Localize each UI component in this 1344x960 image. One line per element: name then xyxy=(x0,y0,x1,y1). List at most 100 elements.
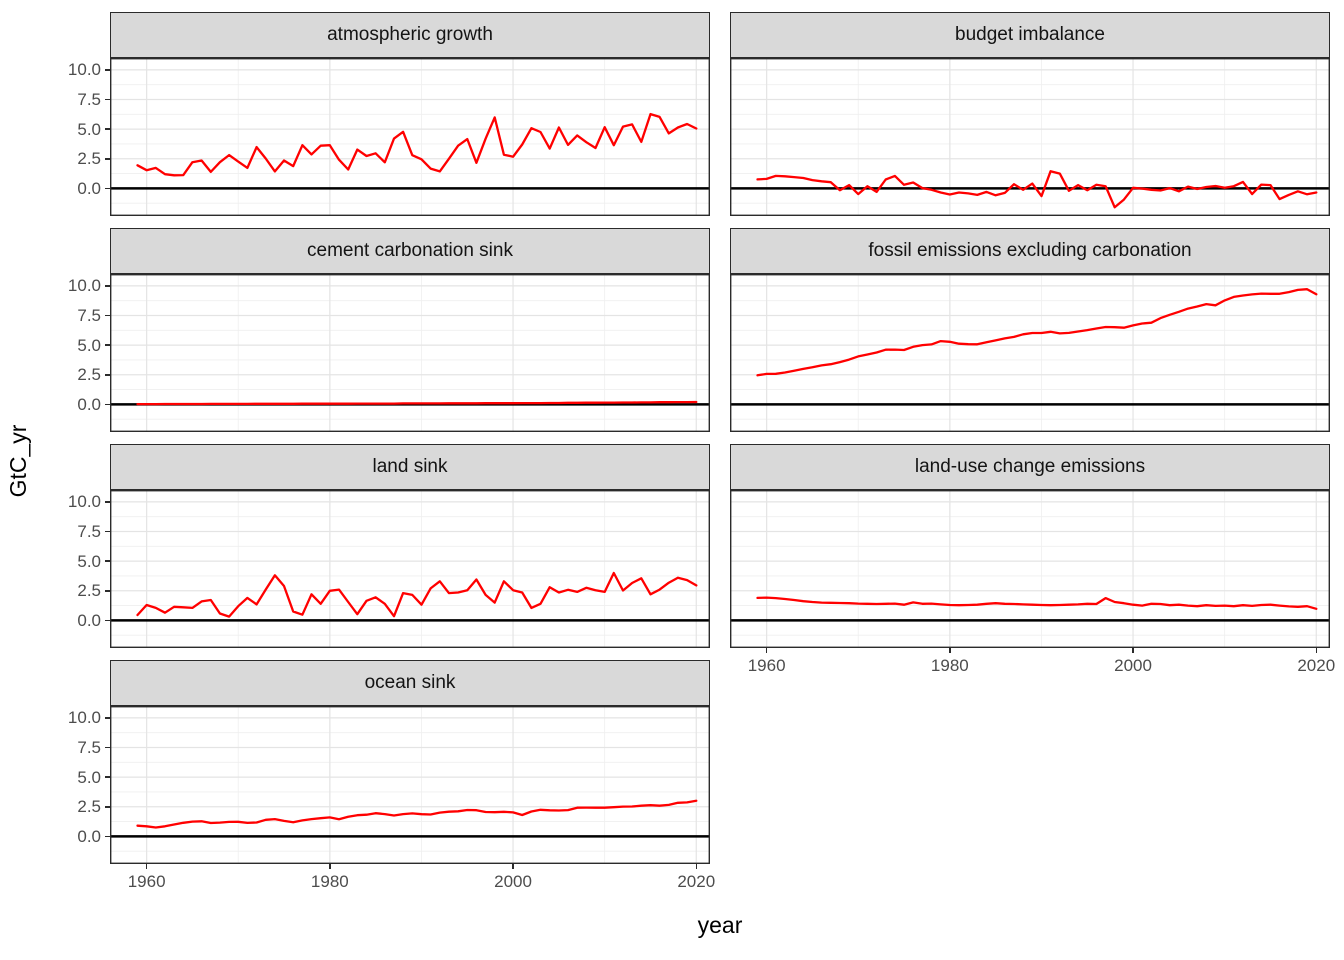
x-tick-mark xyxy=(949,648,951,653)
y-tick-label: 10.0 xyxy=(67,276,101,296)
y-tick-label: 10.0 xyxy=(67,708,101,728)
data-line-fossil-emissions-excluding-carbonation xyxy=(756,288,1318,377)
y-tick-mark xyxy=(104,98,110,101)
panel-background xyxy=(730,490,1330,648)
panel-background xyxy=(110,274,710,432)
y-tick-label: 7.5 xyxy=(77,89,101,109)
panel-background xyxy=(110,58,710,216)
y-tick-label: 0.0 xyxy=(77,394,101,414)
facet-plot xyxy=(110,490,710,648)
y-tick-label: 0.0 xyxy=(77,826,101,846)
facet-strip: cement carbonation sink xyxy=(110,228,710,274)
y-tick-mark xyxy=(104,374,110,376)
y-tick-label: 2.5 xyxy=(77,797,101,817)
facet-title: ocean sink xyxy=(364,672,456,693)
facet-strip: budget imbalance xyxy=(730,12,1330,58)
facet-plot xyxy=(730,274,1330,432)
facet-plot xyxy=(730,490,1330,648)
x-tick-label: 1960 xyxy=(747,656,786,675)
y-tick-mark xyxy=(104,187,110,190)
y-tick-mark xyxy=(104,776,110,778)
y-tick-mark xyxy=(104,158,110,160)
y-tick-label: 5.0 xyxy=(77,767,101,787)
x-axis-title: year xyxy=(697,912,743,938)
y-tick-mark xyxy=(104,746,110,749)
facet-plot xyxy=(110,274,710,432)
x-tick-mark xyxy=(695,864,697,869)
panel-background xyxy=(110,490,710,648)
x-tick-label: 1960 xyxy=(127,872,166,891)
panel-border xyxy=(110,706,710,864)
facet-budget-imbalance: budget imbalance xyxy=(730,12,1330,262)
y-tick-mark xyxy=(104,128,110,130)
panel-border xyxy=(110,58,710,216)
facet-plot xyxy=(110,58,710,216)
y-tick-label: 7.5 xyxy=(77,737,101,757)
data-line-atmospheric-growth xyxy=(136,112,698,177)
x-tick-mark xyxy=(512,864,514,869)
data-line-budget-imbalance xyxy=(756,170,1318,209)
x-tick-mark xyxy=(765,648,768,653)
facet-land-sink: land sink 0.0 2.5 5.0 7.5 10.0 xyxy=(68,444,710,694)
panel-border xyxy=(110,274,710,432)
panel-background xyxy=(730,58,1330,216)
facet-plot xyxy=(110,706,710,864)
y-tick-label: 7.5 xyxy=(77,521,101,541)
y-tick-label: 2.5 xyxy=(77,149,101,169)
x-tick-label: 2020 xyxy=(1297,656,1336,675)
x-tick-mark xyxy=(1132,648,1134,653)
y-tick-label: 5.0 xyxy=(77,119,101,139)
panel-border xyxy=(730,274,1330,432)
facet-atmospheric-growth: atmospheric growth 0.0 2.5 5.0 7.5 10.0 xyxy=(68,12,710,262)
panel-border xyxy=(110,490,710,648)
data-line-ocean-sink xyxy=(136,799,698,829)
panel-background xyxy=(730,274,1330,432)
y-tick-mark xyxy=(104,314,110,317)
x-tick-label: 1980 xyxy=(310,872,349,891)
facet-cement-carbonation-sink: cement carbonation sink 0.0 2.5 5.0 7.5 10.0 xyxy=(68,228,710,478)
x-tick-label: 2000 xyxy=(494,872,532,891)
facet-strip: fossil emissions excluding carbonation xyxy=(730,228,1330,274)
y-tick-mark xyxy=(104,344,110,346)
y-tick-mark xyxy=(104,69,110,71)
y-tick-label: 5.0 xyxy=(77,335,101,355)
data-line-land-use-change-emissions xyxy=(756,596,1318,610)
x-tick-label: 2020 xyxy=(677,872,716,891)
facet-title: fossil emissions excluding carbonation xyxy=(868,240,1192,261)
facet-title: atmospheric growth xyxy=(327,24,493,45)
facet-strip: ocean sink xyxy=(110,660,710,706)
y-tick-label: 0.0 xyxy=(77,610,101,630)
x-tick-label: 2000 xyxy=(1114,656,1152,675)
facet-plot xyxy=(730,58,1330,216)
facet-strip: land-use change emissions xyxy=(730,444,1330,490)
facet-title: cement carbonation sink xyxy=(307,240,513,261)
data-line-cement-carbonation-sink xyxy=(136,400,698,406)
y-tick-mark xyxy=(104,530,110,533)
y-tick-label: 0.0 xyxy=(77,178,101,198)
x-tick-mark xyxy=(329,864,331,869)
y-tick-mark xyxy=(104,619,110,622)
y-tick-mark xyxy=(104,835,110,838)
y-tick-mark xyxy=(104,285,110,287)
y-tick-mark xyxy=(104,590,110,592)
y-axis-title: GtC_yr xyxy=(5,424,31,498)
panel-border xyxy=(730,58,1330,216)
y-tick-mark xyxy=(104,806,110,808)
facet-strip: land sink xyxy=(110,444,710,490)
facet-land-use-change-emissions: land-use change emissions 1960 1980 2000 202… xyxy=(730,444,1335,694)
panel-border xyxy=(730,490,1330,648)
x-tick-mark xyxy=(1315,648,1317,653)
y-tick-label: 7.5 xyxy=(77,305,101,325)
y-tick-label: 10.0 xyxy=(67,60,101,80)
y-tick-label: 5.0 xyxy=(77,551,101,571)
y-tick-mark xyxy=(104,560,110,562)
x-tick-mark xyxy=(145,864,148,869)
y-tick-mark xyxy=(104,501,110,503)
x-tick-label: 1980 xyxy=(930,656,969,675)
y-tick-label: 2.5 xyxy=(77,581,101,601)
facet-title: budget imbalance xyxy=(955,24,1105,45)
data-line-land-sink xyxy=(136,571,698,618)
facet-title: land-use change emissions xyxy=(914,456,1146,477)
y-tick-label: 2.5 xyxy=(77,365,101,385)
